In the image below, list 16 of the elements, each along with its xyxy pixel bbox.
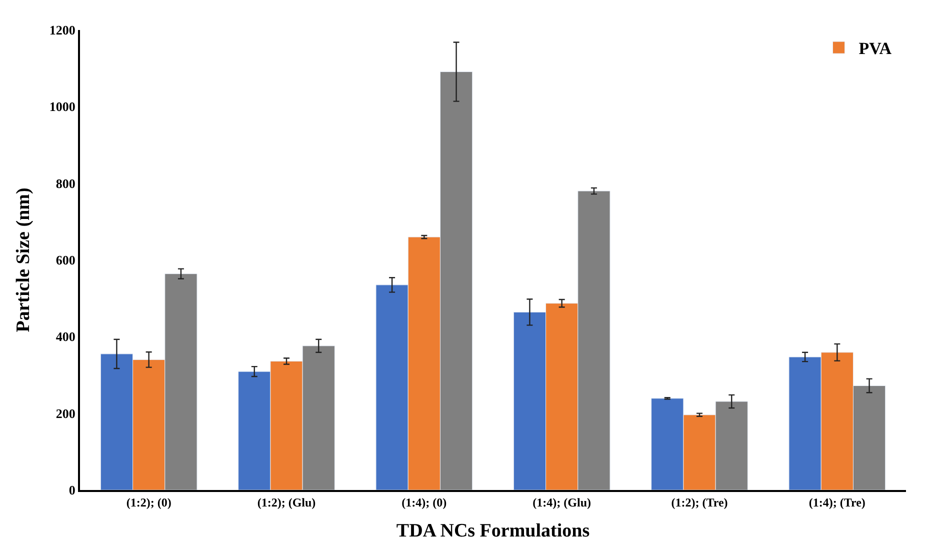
y-tick-label: 600	[56, 252, 76, 268]
y-axis-title: Particle Size (nm)	[12, 188, 34, 332]
y-tick-label: 1200	[49, 22, 76, 38]
x-tick-label: (1:4); (0)	[402, 495, 447, 510]
x-tick-label: (1:2); (Tre)	[671, 495, 728, 510]
y-tick-label: 0	[68, 482, 76, 498]
y-tick-label: 200	[56, 406, 76, 421]
legend-label: PVA	[858, 39, 892, 58]
x-tick-label: (1:4); (Glu)	[532, 495, 591, 510]
y-tick-label: 800	[56, 176, 76, 191]
x-tick-label: (1:2); (0)	[126, 495, 172, 510]
x-tick-label: (1:4); (Tre)	[808, 495, 866, 510]
y-tick-label: 400	[56, 329, 76, 344]
x-axis-title: TDA NCs Formulations	[396, 520, 590, 542]
x-tick-label: (1:2); (Glu)	[257, 495, 316, 510]
y-tick-label: 1000	[49, 99, 76, 114]
